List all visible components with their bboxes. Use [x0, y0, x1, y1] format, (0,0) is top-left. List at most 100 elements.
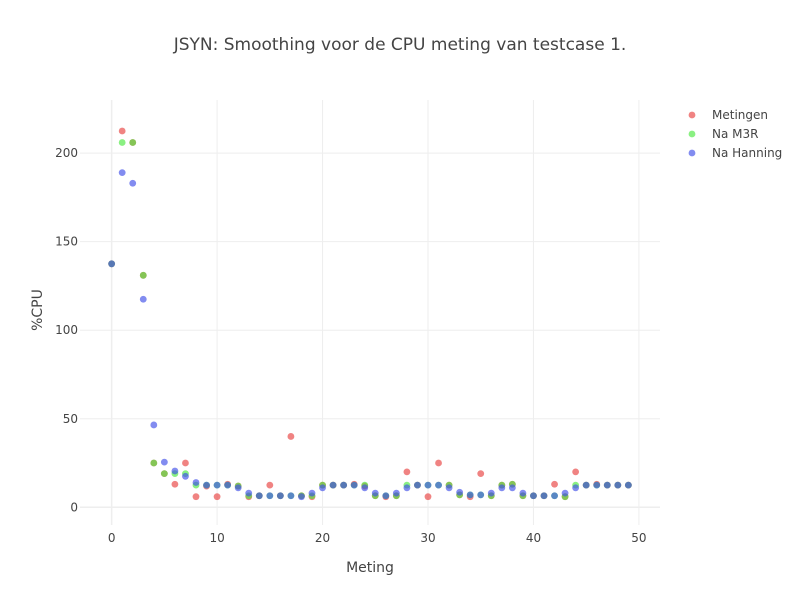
- legend-item[interactable]: Metingen: [688, 108, 768, 122]
- data-point: [466, 491, 474, 499]
- data-point: [614, 481, 622, 489]
- legend: Metingen Na M3R Na Hanning: [688, 108, 783, 160]
- series-metingen: [108, 127, 632, 501]
- data-point: [508, 484, 516, 492]
- legend-marker: [688, 130, 696, 138]
- data-point: [308, 489, 316, 497]
- x-tick-label: 50: [631, 531, 646, 545]
- data-point: [108, 260, 116, 268]
- data-point: [287, 433, 295, 440]
- data-point: [203, 481, 210, 489]
- y-axis-ticks: 0 50 100 150 200: [55, 146, 78, 514]
- y-tick-label: 50: [63, 412, 78, 426]
- x-tick-label: 30: [420, 531, 435, 545]
- legend-label: Metingen: [712, 108, 768, 122]
- data-point: [192, 493, 200, 501]
- data-point: [150, 421, 158, 429]
- y-tick-label: 0: [70, 500, 78, 514]
- data-point: [182, 472, 189, 480]
- data-point: [371, 489, 379, 497]
- y-tick-label: 150: [55, 235, 78, 249]
- data-point: [582, 481, 590, 489]
- legend-label: Na M3R: [712, 127, 758, 141]
- data-point: [572, 484, 580, 492]
- data-point: [118, 127, 126, 135]
- x-tick-label: 10: [209, 531, 224, 545]
- data-point: [456, 488, 464, 496]
- data-point: [171, 467, 179, 475]
- data-point: [593, 481, 601, 489]
- data-point: [487, 489, 495, 497]
- data-point: [129, 179, 137, 187]
- data-point: [234, 484, 242, 492]
- plot-points: [108, 127, 632, 501]
- x-tick-label: 40: [526, 531, 541, 545]
- data-point: [213, 493, 221, 501]
- data-point: [129, 139, 137, 146]
- data-point: [498, 484, 506, 492]
- data-point: [182, 459, 189, 467]
- series-na-hanning: [108, 169, 632, 501]
- data-point: [118, 169, 126, 177]
- data-point: [382, 492, 390, 500]
- data-point: [118, 139, 126, 146]
- data-point: [519, 489, 527, 497]
- data-point: [192, 479, 200, 486]
- data-point: [414, 481, 421, 489]
- data-point: [477, 470, 485, 478]
- data-point: [477, 491, 485, 499]
- data-point: [276, 492, 284, 500]
- data-point: [287, 492, 295, 500]
- data-point: [361, 484, 369, 492]
- data-point: [266, 492, 274, 500]
- data-point: [603, 481, 611, 489]
- data-point: [139, 271, 147, 279]
- data-point: [445, 484, 453, 492]
- legend-item[interactable]: Na Hanning: [688, 146, 783, 160]
- data-point: [340, 481, 348, 489]
- data-point: [255, 492, 263, 500]
- data-point: [298, 493, 305, 501]
- x-axis-title: Meting: [346, 560, 394, 576]
- data-point: [319, 484, 326, 492]
- data-point: [150, 459, 158, 467]
- data-point: [551, 492, 558, 500]
- data-point: [561, 489, 569, 497]
- data-point: [572, 468, 580, 476]
- data-point: [392, 489, 400, 497]
- x-tick-label: 0: [108, 531, 116, 545]
- x-axis-ticks: 0 10 20 30 40 50: [108, 531, 647, 545]
- data-point: [551, 480, 558, 488]
- data-point: [224, 481, 232, 489]
- data-point: [350, 481, 358, 489]
- data-point: [403, 468, 411, 476]
- data-point: [424, 481, 432, 489]
- data-point: [245, 489, 253, 497]
- y-axis-title: %CPU: [30, 289, 46, 331]
- data-point: [435, 459, 442, 467]
- y-tick-label: 100: [55, 323, 78, 337]
- data-point: [424, 493, 432, 501]
- data-point: [530, 492, 537, 500]
- data-point: [160, 458, 168, 466]
- grid-layer: [80, 100, 660, 525]
- y-tick-label: 200: [55, 146, 78, 160]
- data-point: [266, 481, 274, 489]
- series-na-m3r: [108, 139, 632, 501]
- data-point: [540, 492, 548, 500]
- legend-marker: [688, 149, 696, 157]
- x-tick-label: 20: [315, 531, 330, 545]
- legend-marker: [688, 111, 696, 119]
- legend-item[interactable]: Na M3R: [688, 127, 759, 141]
- data-point: [160, 470, 168, 478]
- data-point: [329, 481, 337, 489]
- data-point: [213, 481, 221, 489]
- data-point: [435, 481, 442, 489]
- legend-label: Na Hanning: [712, 146, 782, 160]
- data-point: [171, 480, 179, 488]
- data-point: [139, 295, 147, 303]
- chart-title: JSYN: Smoothing voor de CPU meting van t…: [173, 35, 627, 55]
- data-point: [624, 481, 632, 489]
- data-point: [403, 484, 411, 492]
